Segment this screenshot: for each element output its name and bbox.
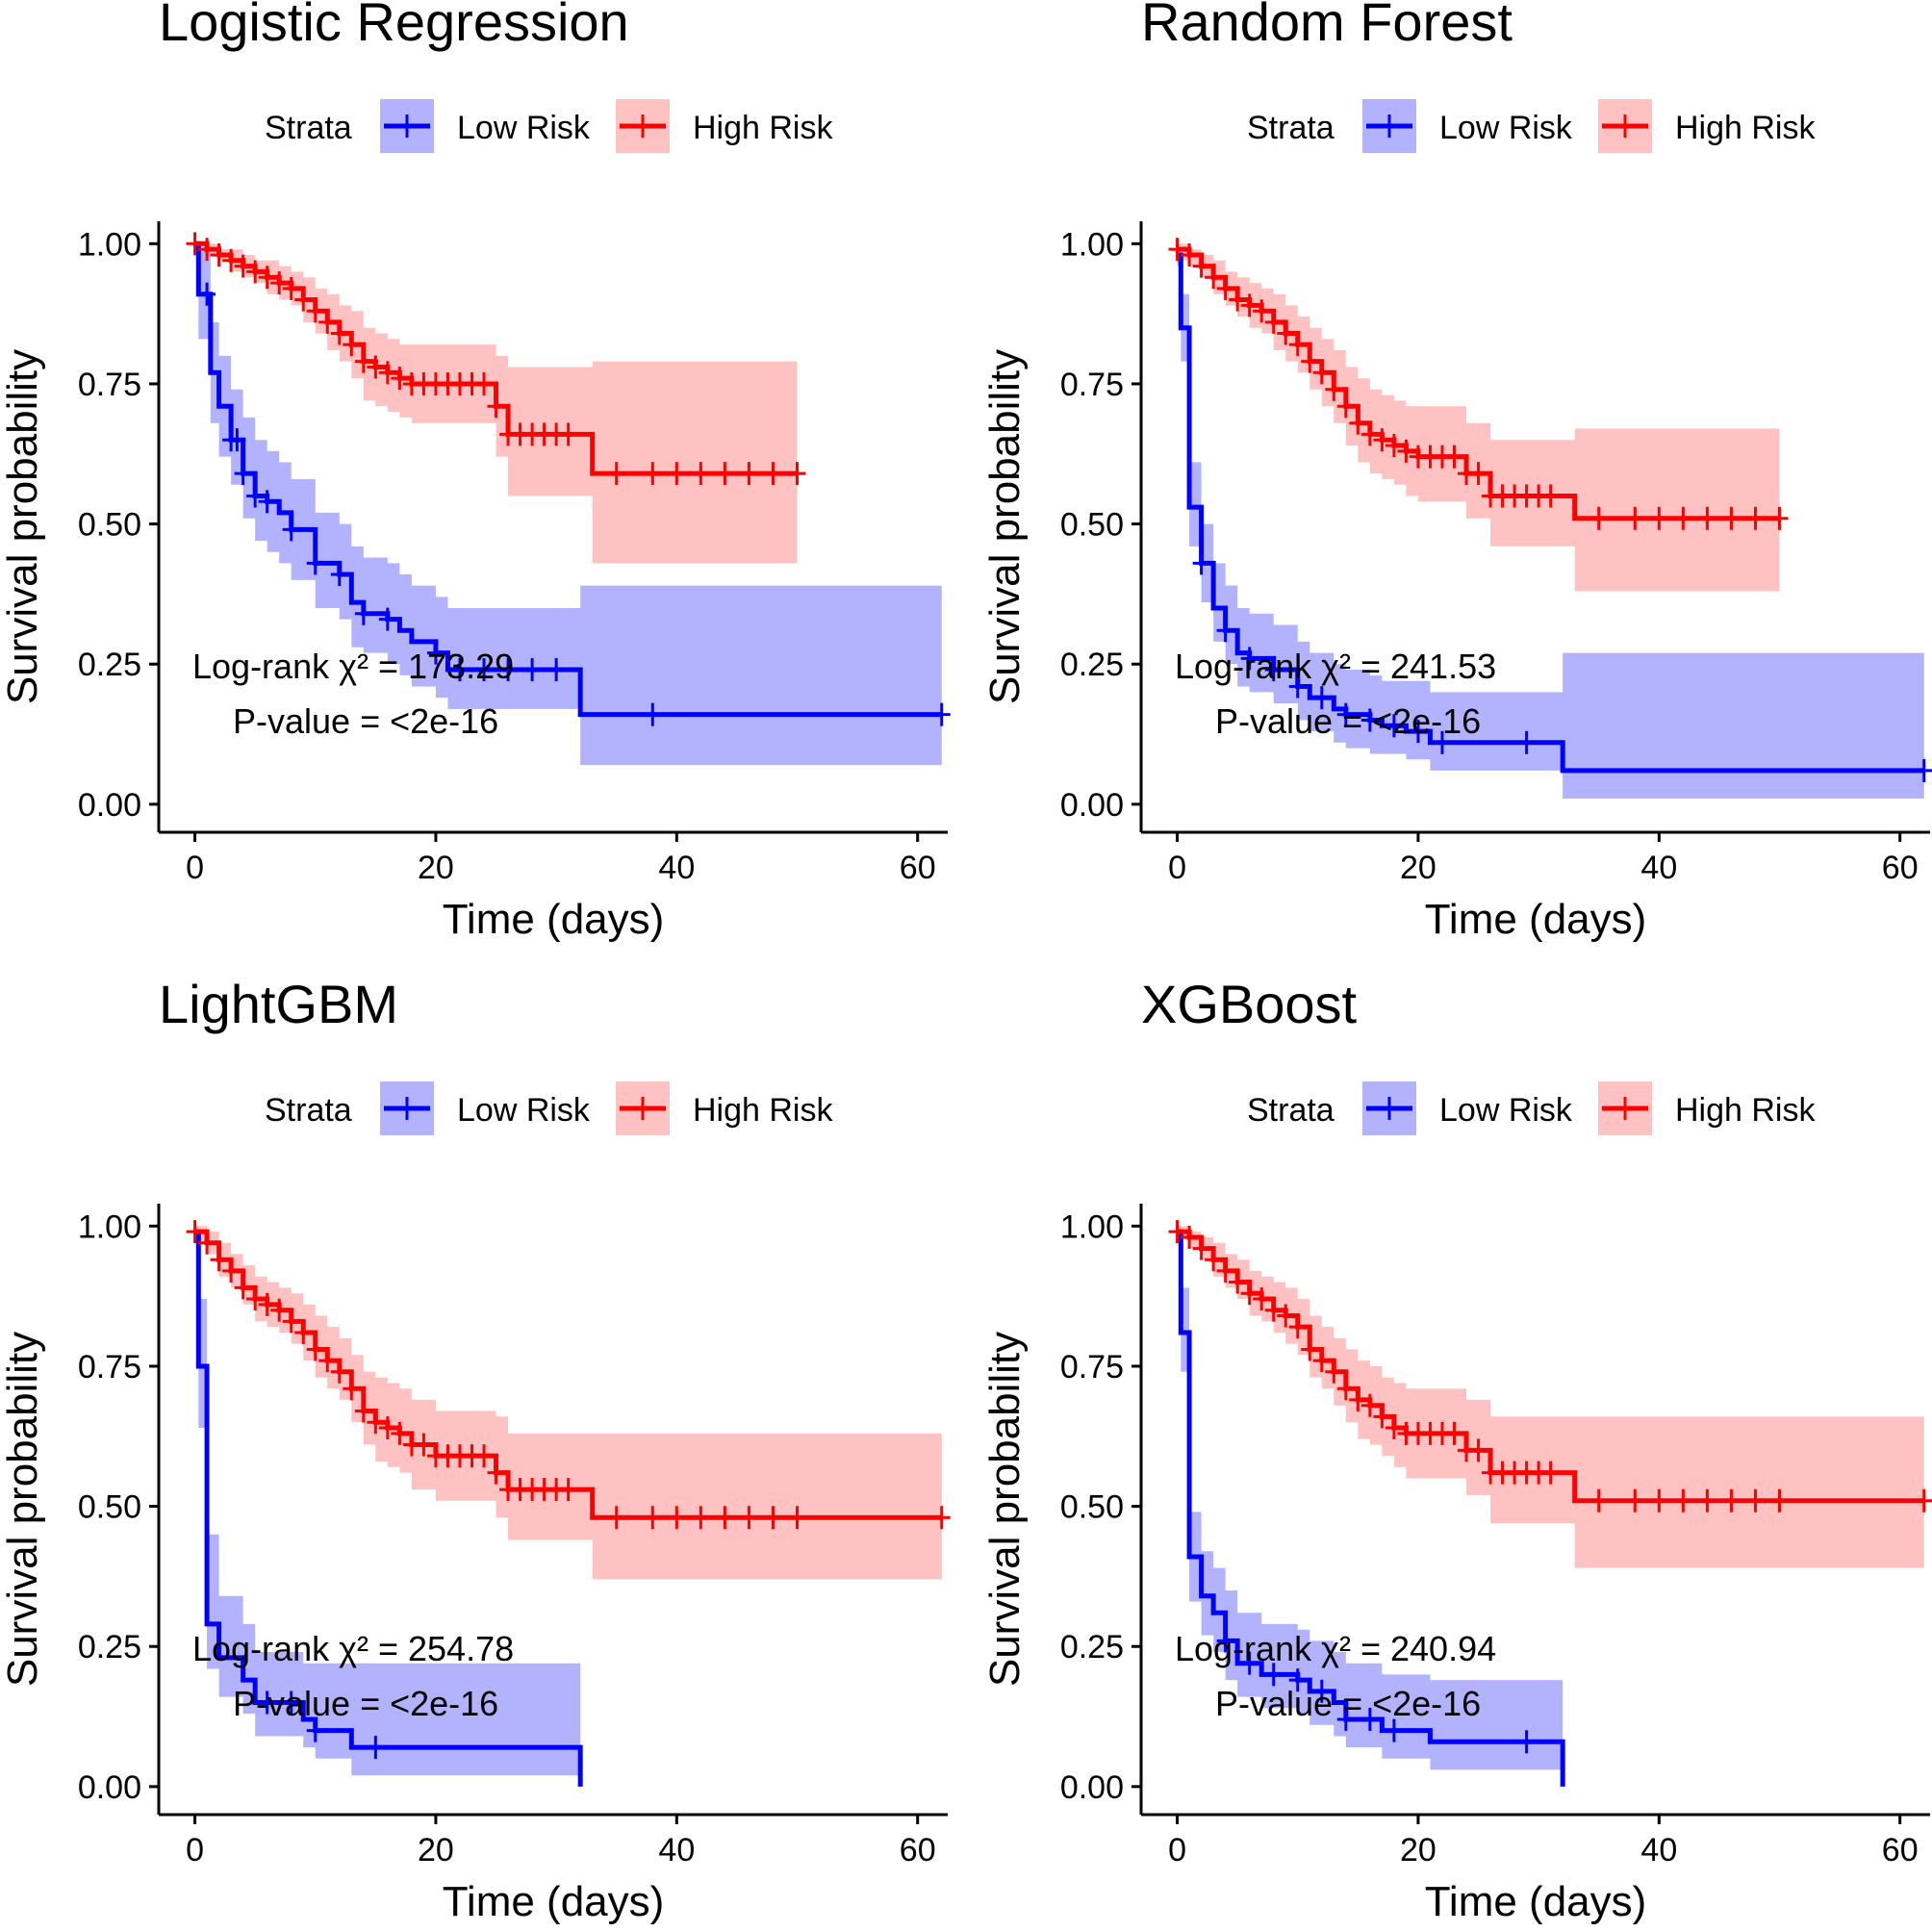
legend-label: Low Risk (457, 1092, 591, 1129)
chart-title: Logistic Regression (159, 0, 629, 52)
legend-label: Low Risk (1439, 1092, 1573, 1129)
survival-curve-low-risk (1177, 1229, 1565, 1787)
y-tick-label: 1.00 (78, 226, 141, 263)
x-tick-label: 0 (186, 1832, 204, 1868)
x-tick-label: 0 (186, 850, 204, 886)
y-tick-label: 0.50 (1060, 1489, 1124, 1526)
pvalue-annotation: P-value = <2e-16 (1215, 701, 1481, 741)
survival-curve-low-risk (194, 1229, 583, 1787)
legend-label: High Risk (1675, 1092, 1816, 1129)
y-tick-label: 0.00 (78, 787, 141, 824)
legend: Strata Low Risk High Risk (265, 99, 833, 153)
logrank-annotation: Log-rank χ² = 240.94 (1175, 1629, 1496, 1668)
x-tick-label: 20 (418, 850, 454, 886)
confidence-band-high-risk (1177, 243, 1780, 592)
legend-title: Strata (1247, 1092, 1335, 1129)
y-tick-label: 1.00 (1060, 226, 1124, 263)
legend: Strata Low Risk High Risk (1247, 1081, 1816, 1135)
x-axis-label: Time (days) (1425, 1878, 1647, 1925)
y-tick-label: 0.75 (1060, 367, 1124, 403)
confidence-band-low-risk (194, 1226, 581, 1776)
y-tick-label: 0.25 (78, 647, 141, 683)
confidence-band-low-risk (1177, 249, 1924, 800)
x-tick-label: 20 (418, 1832, 454, 1868)
legend-title: Strata (1247, 110, 1335, 146)
legend-label: High Risk (1675, 110, 1816, 146)
survival-curve-low-risk (194, 241, 942, 718)
chart-title: Random Forest (1141, 0, 1513, 52)
pvalue-annotation: P-value = <2e-16 (233, 1684, 498, 1723)
chart-panel: Logistic Regression Strata Low Risk High Ri… (0, 0, 951, 943)
logrank-annotation: Log-rank χ² = 254.78 (192, 1629, 514, 1668)
legend: Strata Low Risk High Risk (1247, 99, 1816, 153)
chart-panel: XGBoost Strata Low Risk High Risk Log-rank χ… (981, 974, 1932, 1925)
y-tick-label: 1.00 (78, 1208, 141, 1245)
y-tick-label: 0.75 (78, 367, 141, 403)
y-tick-label: 0.00 (78, 1769, 141, 1806)
x-axis-label: Time (days) (1425, 896, 1647, 943)
y-tick-label: 0.00 (1060, 787, 1124, 824)
y-tick-label: 0.50 (78, 1489, 141, 1526)
legend-title: Strata (265, 110, 352, 146)
confidence-band-low-risk (194, 243, 942, 766)
x-tick-label: 40 (1640, 1832, 1677, 1868)
x-tick-label: 20 (1400, 850, 1436, 886)
y-tick-label: 0.75 (1060, 1349, 1124, 1385)
legend-label: High Risk (693, 110, 833, 146)
y-tick-label: 0.50 (78, 507, 141, 544)
x-tick-label: 60 (900, 1832, 936, 1868)
legend-title: Strata (265, 1092, 352, 1129)
logrank-annotation: Log-rank χ² = 241.53 (1175, 647, 1496, 686)
x-tick-label: 60 (1882, 850, 1919, 886)
x-axis-label: Time (days) (443, 896, 665, 943)
x-tick-label: 40 (658, 1832, 695, 1868)
x-tick-label: 40 (1640, 850, 1677, 886)
x-tick-label: 0 (1168, 1832, 1186, 1868)
pvalue-annotation: P-value = <2e-16 (233, 701, 498, 741)
y-tick-label: 0.00 (1060, 1769, 1124, 1806)
y-axis-label: Survival probability (981, 349, 1029, 704)
legend-label: Low Risk (457, 110, 591, 146)
y-tick-label: 0.75 (78, 1349, 141, 1385)
y-tick-label: 0.25 (78, 1629, 141, 1665)
y-axis-label: Survival probability (981, 1332, 1029, 1687)
x-tick-label: 0 (1168, 850, 1186, 886)
x-axis-label: Time (days) (443, 1878, 665, 1925)
y-tick-label: 1.00 (1060, 1208, 1124, 1245)
chart-title: XGBoost (1141, 974, 1358, 1034)
x-tick-label: 20 (1400, 1832, 1436, 1868)
chart-title: LightGBM (159, 974, 398, 1034)
y-tick-label: 0.25 (1060, 647, 1124, 683)
confidence-band-low-risk (1177, 1226, 1563, 1770)
confidence-band-high-risk (1177, 1226, 1924, 1568)
legend-label: Low Risk (1439, 110, 1573, 146)
confidence-band-high-risk (194, 1226, 942, 1580)
chart-panel: LightGBM Strata Low Risk High Risk Log-rank … (0, 974, 951, 1925)
logrank-annotation: Log-rank χ² = 173.29 (192, 647, 514, 686)
y-tick-label: 0.50 (1060, 507, 1124, 544)
y-tick-label: 0.25 (1060, 1629, 1124, 1665)
chart-panel: Random Forest Strata Low Risk High Risk Log-… (981, 0, 1932, 943)
y-axis-label: Survival probability (0, 1332, 46, 1687)
x-tick-label: 60 (900, 850, 936, 886)
x-tick-label: 60 (1882, 1832, 1919, 1868)
legend: Strata Low Risk High Risk (265, 1081, 833, 1135)
pvalue-annotation: P-value = <2e-16 (1215, 1684, 1481, 1723)
legend-label: High Risk (693, 1092, 833, 1129)
y-axis-label: Survival probability (0, 349, 46, 704)
x-tick-label: 40 (658, 850, 695, 886)
